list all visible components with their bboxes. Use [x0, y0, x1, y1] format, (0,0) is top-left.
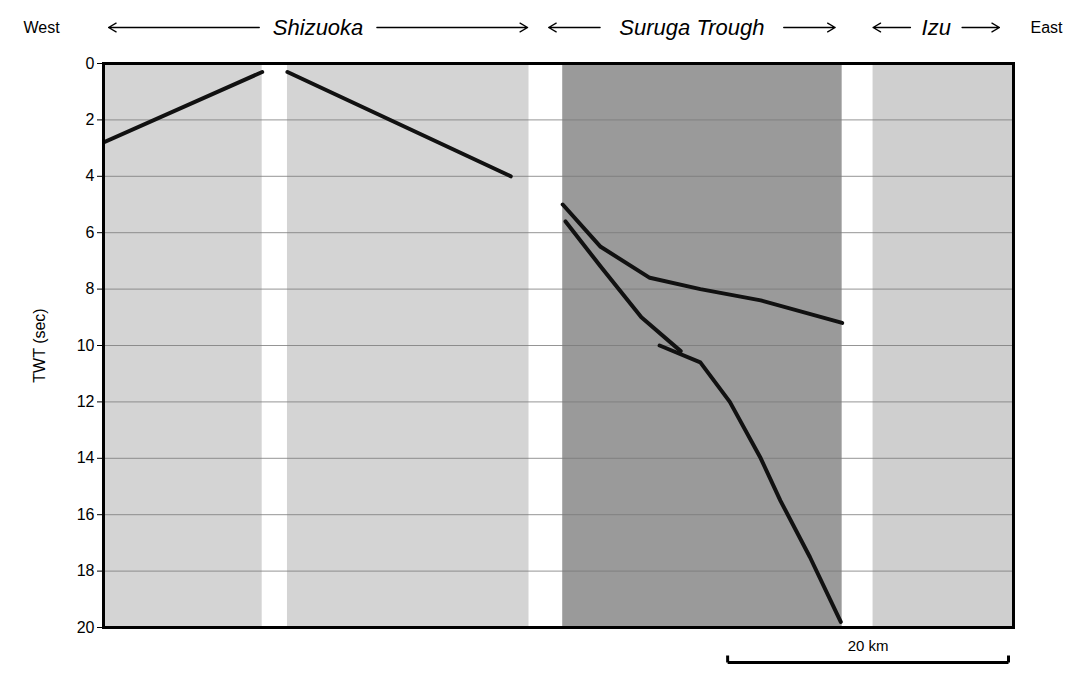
- svg-text:10: 10: [77, 337, 95, 354]
- svg-text:20 km: 20 km: [848, 637, 889, 654]
- svg-text:14: 14: [77, 449, 95, 466]
- svg-text:TWT (sec): TWT (sec): [31, 308, 48, 382]
- svg-text:20: 20: [77, 619, 95, 636]
- svg-text:4: 4: [86, 167, 95, 184]
- svg-text:Suruga Trough: Suruga Trough: [619, 15, 764, 40]
- svg-text:Izu: Izu: [922, 15, 951, 40]
- svg-text:0: 0: [86, 55, 95, 72]
- svg-text:12: 12: [77, 393, 95, 410]
- svg-text:16: 16: [77, 506, 95, 523]
- svg-text:6: 6: [86, 224, 95, 241]
- svg-text:West: West: [23, 19, 60, 36]
- svg-text:18: 18: [77, 562, 95, 579]
- svg-text:2: 2: [86, 111, 95, 128]
- svg-text:East: East: [1030, 19, 1063, 36]
- svg-text:Shizuoka: Shizuoka: [273, 15, 364, 40]
- svg-text:8: 8: [86, 280, 95, 297]
